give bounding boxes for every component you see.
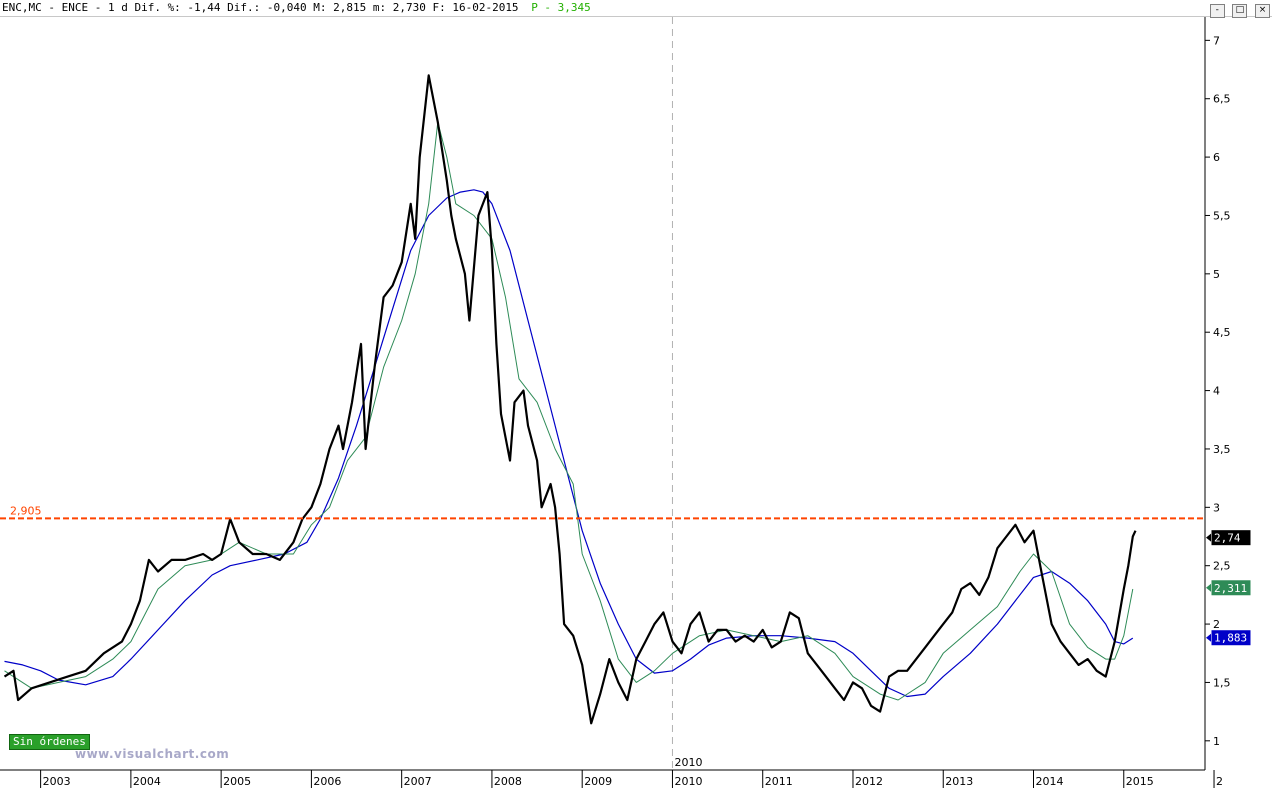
value-boxes: 2,74 2,311 1,883 xyxy=(1206,529,1252,647)
x-tick-label: 2007 xyxy=(404,775,432,788)
series-group xyxy=(3,74,1137,725)
header-projection: P - 3,345 xyxy=(531,1,591,14)
y-tick-label: 3 xyxy=(1213,501,1220,514)
y-tick-label: 1 xyxy=(1213,735,1220,748)
x-tick-label: 2003 xyxy=(43,775,71,788)
price-series-line xyxy=(3,74,1137,725)
x-tick-label: 2013 xyxy=(945,775,973,788)
short-ma-series-line xyxy=(4,121,1134,701)
x-tick-label: 2010 xyxy=(674,775,702,788)
x-tick-label: 2014 xyxy=(1036,775,1064,788)
watermark-text: www.visualchart.com xyxy=(75,747,230,761)
resistance-label: 2,905 xyxy=(10,504,42,517)
y-tick-label: 5,5 xyxy=(1213,209,1231,222)
minimize-button[interactable]: - xyxy=(1209,4,1225,18)
y-tick-label: 4,5 xyxy=(1213,326,1231,339)
year-separator-label: 2010 xyxy=(674,756,702,769)
x-tick-label: 2012 xyxy=(855,775,883,788)
y-tick-label: 7 xyxy=(1213,34,1220,47)
plot-area xyxy=(0,17,1205,770)
value-box-label: 2,74 xyxy=(1214,532,1241,545)
x-tick-label: 2015 xyxy=(1126,775,1154,788)
y-tick-label: 4 xyxy=(1213,385,1220,398)
value-box-pointer xyxy=(1206,533,1211,542)
chart-header: ENC,MC - ENCE - 1 d Dif. %: -1,44 Dif.: … xyxy=(0,0,1272,18)
value-box-pointer xyxy=(1206,633,1211,642)
y-tick-label: 6,5 xyxy=(1213,93,1231,106)
window-controls: - □ × xyxy=(1209,1,1270,18)
value-box-label: 2,311 xyxy=(1214,582,1247,595)
x-tick-label: 2011 xyxy=(765,775,793,788)
x-tick-label: 2 xyxy=(1216,775,1223,788)
header-info: ENC,MC - ENCE - 1 d Dif. %: -1,44 Dif.: … xyxy=(2,1,519,14)
x-tick-label: 2005 xyxy=(223,775,251,788)
y-tick-label: 2,5 xyxy=(1213,560,1231,573)
y-tick-label: 3,5 xyxy=(1213,443,1231,456)
y-tick-label: 2 xyxy=(1213,618,1220,631)
long-ma-value-box: 1,883 xyxy=(1206,629,1252,647)
y-tick-label: 6 xyxy=(1213,151,1220,164)
x-tick-label: 2008 xyxy=(494,775,522,788)
close-button[interactable]: × xyxy=(1255,4,1270,18)
value-box-pointer xyxy=(1206,583,1211,592)
y-tick-label: 5 xyxy=(1213,268,1220,281)
x-tick-label: 2004 xyxy=(133,775,161,788)
x-axis: 2003 2004 2005 2006 2007 2008 2009 2010 2011 2012… xyxy=(0,769,1223,788)
x-tick-label: 2006 xyxy=(313,775,341,788)
long-ma-series-line xyxy=(4,189,1134,698)
value-box-label: 1,883 xyxy=(1214,632,1247,645)
orders-badge[interactable]: Sin órdenes xyxy=(9,734,90,750)
maximize-button[interactable]: □ xyxy=(1232,4,1248,18)
y-tick-label: 1,5 xyxy=(1213,676,1231,689)
x-tick-label: 2009 xyxy=(584,775,612,788)
y-axis: 1 1,5 2 2,5 3 3,5 4 4,5 5 5,5 6 6,5 7 xyxy=(1204,17,1231,770)
price-value-box: 2,74 xyxy=(1206,529,1252,547)
short-ma-value-box: 2,311 xyxy=(1206,579,1252,597)
